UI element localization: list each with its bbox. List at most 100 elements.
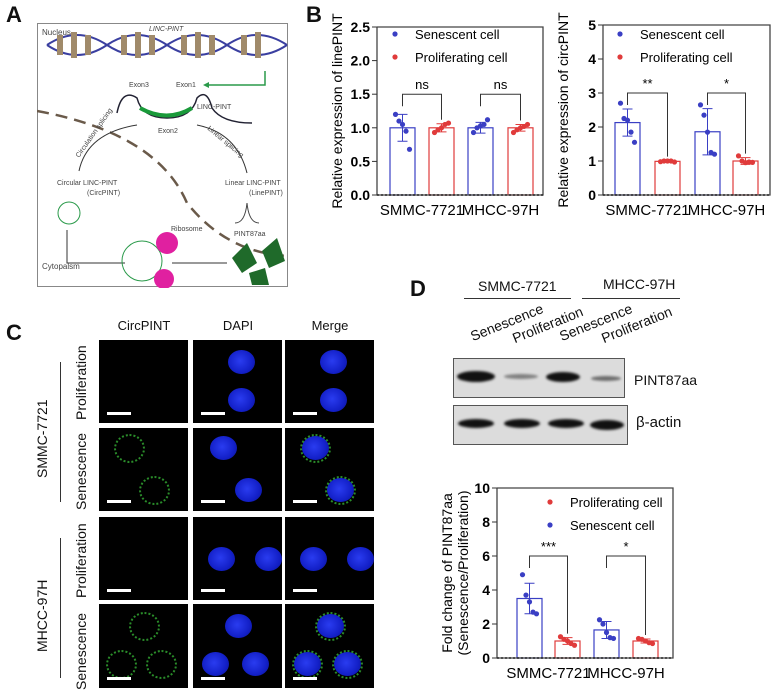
- legend-marker: [617, 31, 623, 37]
- y-tick-label: 8: [482, 514, 490, 530]
- y-tick-label: 1.5: [351, 86, 371, 102]
- y-tick-label: 0: [482, 650, 490, 666]
- data-point: [392, 111, 399, 117]
- x-tick-label: MHCC-97H: [462, 202, 540, 219]
- panel-label-a: A: [6, 2, 22, 27]
- data-point: [533, 611, 540, 617]
- bar: [428, 127, 455, 196]
- x-tick-label: SMMC-7721: [506, 665, 590, 682]
- scale-bar: [293, 412, 317, 415]
- panel-label-d: D: [410, 276, 426, 301]
- ribosome-label: Ribosome: [171, 226, 203, 233]
- data-point: [484, 117, 491, 123]
- micrograph-merge: [285, 340, 374, 423]
- nucleus-stain: [202, 652, 229, 676]
- data-point: [624, 117, 631, 123]
- micrograph-dapi: [193, 428, 282, 511]
- scale-bar: [293, 500, 317, 503]
- gene-label: LINC-PINT: [149, 26, 184, 33]
- nuclear-membrane: [37, 109, 289, 258]
- y-tick-label: 0.0: [351, 187, 371, 203]
- y-tick-label: 0.5: [351, 153, 371, 169]
- scale-bar: [107, 412, 131, 415]
- x-tick-label: MHCC-97H: [587, 665, 665, 682]
- circpint-signal: [300, 434, 331, 463]
- panel-label-c: C: [6, 320, 22, 345]
- significance-label: **: [642, 76, 652, 91]
- significance-bracket: [606, 555, 646, 635]
- blot-beta-actin: [453, 405, 628, 445]
- data-point: [711, 151, 718, 157]
- nucleus-stain: [300, 547, 327, 571]
- data-point: [526, 599, 533, 605]
- pre-rna-icon: [116, 93, 253, 124]
- data-point: [749, 159, 756, 165]
- nucleus-label: Nucleus: [42, 28, 71, 37]
- exon1-label: Exon1: [176, 82, 196, 89]
- row-label: Proliferation: [73, 345, 89, 420]
- y-tick-label: 0: [588, 187, 596, 203]
- linepint-bar-chart: 0.0 0.5 1.0 1.5 2.0 2.5 SMMC-7721 ns MHCC-97H ns R…: [329, 13, 544, 219]
- legend-marker: [392, 31, 398, 37]
- data-point: [701, 112, 707, 118]
- data-point: [399, 121, 406, 128]
- axes: [496, 487, 674, 659]
- bar: [467, 127, 494, 196]
- axes: [376, 26, 544, 196]
- linear-label: Linear LINC-PINT: [225, 180, 281, 187]
- column-label-circpint: CircPINT: [117, 318, 171, 333]
- circular-abbr: (CircPINT): [87, 190, 120, 197]
- micrograph-circpint: [99, 517, 188, 600]
- exon2-label: Exon2: [158, 128, 178, 135]
- bar: [654, 160, 681, 196]
- y-tick-label: 4: [588, 51, 596, 67]
- micrograph-dapi: [193, 604, 282, 688]
- column-label-merge: Merge: [311, 318, 349, 333]
- scale-bar: [293, 677, 317, 680]
- data-point: [697, 102, 704, 108]
- circpint-signal: [146, 650, 177, 679]
- y-tick-label: 2.5: [351, 19, 371, 35]
- nucleus-stain: [320, 388, 347, 412]
- circpint-signal: [139, 476, 170, 505]
- linepint-icon: [234, 202, 260, 224]
- x-tick-label: MHCC-97H: [688, 202, 766, 219]
- mechanism-diagram: Nucleus LINC-PINT Exon3 Exon1 Exon2 LINC…: [37, 23, 289, 288]
- blot-group-mhcc: MHCC-97H: [603, 276, 676, 292]
- circpint-signal: [129, 612, 160, 641]
- linear-abbr: (LinePINT): [249, 190, 283, 197]
- micrograph-circpint: [99, 340, 188, 423]
- significance-bracket: [529, 555, 568, 634]
- data-point: [524, 121, 531, 128]
- bar: [732, 160, 759, 196]
- y-tick-label: 1: [588, 153, 596, 169]
- translating-circrna-icon: [121, 240, 163, 282]
- row-label: Senescence: [73, 432, 89, 510]
- data-point: [519, 572, 526, 578]
- y-tick-label: 10: [474, 480, 490, 496]
- scale-bar: [107, 677, 131, 680]
- data-point: [431, 129, 438, 136]
- nucleus-stain: [235, 478, 262, 502]
- group-line: [60, 362, 61, 502]
- circpint-signal: [332, 650, 363, 679]
- nucleus-stain: [208, 547, 235, 571]
- legend-marker: [392, 54, 398, 60]
- cytoplasm-label: Cytopalsm: [42, 262, 80, 271]
- circpint-signal: [292, 650, 323, 679]
- blot-group-smmc: SMMC-7721: [478, 278, 557, 294]
- micrograph-circpint: [99, 428, 188, 511]
- bar: [507, 127, 534, 196]
- data-point: [438, 125, 445, 131]
- data-point: [610, 635, 617, 642]
- significance-label: ***: [541, 539, 556, 554]
- column-label-dapi: DAPI: [222, 318, 254, 333]
- micrograph-merge: [285, 604, 374, 688]
- significance-label: ns: [494, 77, 508, 92]
- scale-bar: [293, 589, 317, 592]
- circular-splicing-arrow-icon: [78, 124, 138, 172]
- nucleus-stain: [210, 436, 237, 460]
- significance-bracket: [707, 92, 746, 154]
- data-point: [649, 640, 656, 647]
- circpint-signal: [315, 612, 346, 641]
